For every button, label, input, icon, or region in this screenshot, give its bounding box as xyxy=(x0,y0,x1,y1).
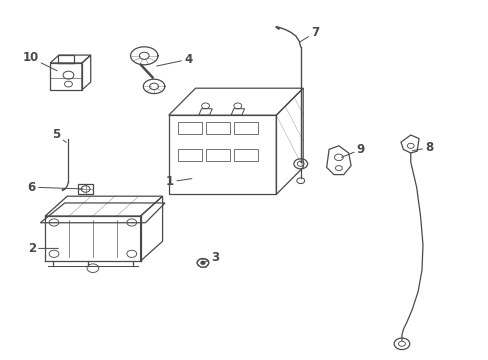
Text: 4: 4 xyxy=(157,53,192,66)
Circle shape xyxy=(201,261,204,264)
Text: 9: 9 xyxy=(341,143,364,157)
Bar xyxy=(206,149,229,161)
Bar xyxy=(233,149,257,161)
Bar xyxy=(206,122,229,134)
Text: 5: 5 xyxy=(52,129,66,142)
Text: 1: 1 xyxy=(166,175,191,188)
Bar xyxy=(178,149,202,161)
Text: 3: 3 xyxy=(205,251,219,264)
Text: 8: 8 xyxy=(412,141,432,154)
Text: 6: 6 xyxy=(28,181,82,194)
Text: 7: 7 xyxy=(300,26,319,42)
Text: 10: 10 xyxy=(22,51,57,71)
Bar xyxy=(233,122,257,134)
Bar xyxy=(178,122,202,134)
Bar xyxy=(78,184,93,194)
Text: 2: 2 xyxy=(28,242,58,255)
Bar xyxy=(58,55,74,63)
